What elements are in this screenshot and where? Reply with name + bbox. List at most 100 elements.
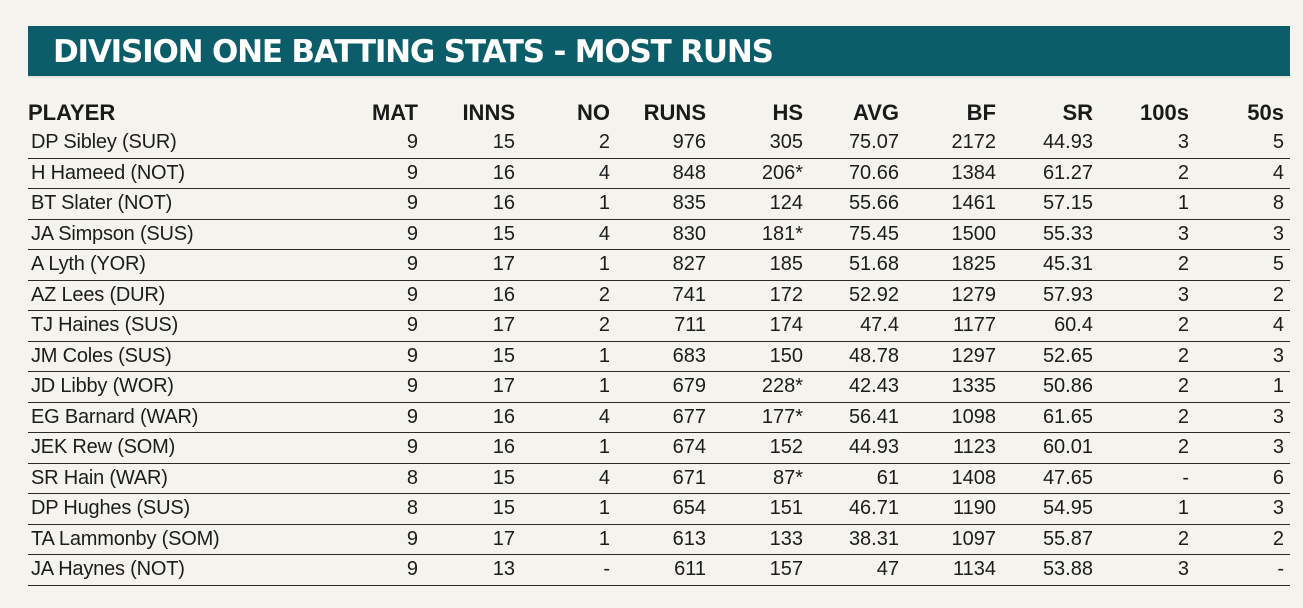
cell-runs: 976 [616,128,712,159]
cell-sr: 53.88 [1002,554,1099,586]
cell-bf: 2172 [905,128,1002,159]
cell-mat: 9 [330,524,424,555]
cell-fifties: 5 [1195,128,1290,159]
cell-sr: 50.86 [1002,371,1099,403]
cell-fifties: 3 [1195,219,1290,250]
cell-mat: 8 [330,493,424,525]
cell-no: 4 [521,158,616,189]
table-body: DP Sibley (SUR) 9 15 2 976 305 75.07 2172 44.93 3… [28,128,1290,586]
cell-runs: 654 [616,493,712,525]
cell-hundreds: 1 [1099,188,1195,220]
cell-player: JM Coles (SUS) [28,341,330,372]
cell-fifties: 1 [1195,371,1290,403]
cell-no: 2 [521,128,616,159]
cell-avg: 38.31 [809,524,905,555]
table-row: A Lyth (YOR) 9 17 1 827 185 51.68 1825 45.31 2 5 [28,249,1290,281]
cell-hs: 172 [712,280,809,311]
table-row: JEK Rew (SOM) 9 16 1 674 152 44.93 1123 60.01 2 3 [28,432,1290,464]
cell-player: H Hameed (NOT) [28,158,330,189]
cell-mat: 9 [330,432,424,464]
cell-inns: 15 [424,128,521,159]
column-header-sr: SR [1062,100,1093,125]
cell-no: 4 [521,219,616,250]
table-header: PLAYER MAT INNS NO RUNS HS AVG BF SR 100… [28,98,1290,128]
cell-mat: 9 [330,554,424,586]
cell-fifties: - [1195,554,1290,586]
cell-player: DP Hughes (SUS) [28,493,330,525]
cell-mat: 9 [330,249,424,281]
cell-sr: 61.65 [1002,402,1099,433]
cell-bf: 1123 [905,432,1002,464]
cell-bf: 1825 [905,249,1002,281]
cell-bf: 1134 [905,554,1002,586]
cell-bf: 1097 [905,524,1002,555]
cell-hundreds: 1 [1099,493,1195,525]
cell-bf: 1500 [905,219,1002,250]
cell-avg: 56.41 [809,402,905,433]
table-row: SR Hain (WAR) 8 15 4 671 87* 61 1408 47.65-6 [28,463,1290,494]
cell-mat: 9 [330,310,424,342]
cell-player: EG Barnard (WAR) [28,402,330,433]
cell-fifties: 3 [1195,493,1290,525]
table-row: DP Hughes (SUS) 8 15 1 654 151 46.71 1190 54.95 1… [28,493,1290,525]
cell-hundreds: 3 [1099,554,1195,586]
cell-hs: 150 [712,341,809,372]
cell-player: JA Haynes (NOT) [28,554,330,586]
column-header-runs: RUNS [643,100,706,125]
cell-hundreds: 2 [1099,249,1195,281]
cell-sr: 44.93 [1002,128,1099,159]
cell-runs: 679 [616,371,712,403]
cell-player: JA Simpson (SUS) [28,219,330,250]
table-row: JM Coles (SUS) 9 15 1 683 150 48.78 1297 52.65 2 3 [28,341,1290,372]
cell-bf: 1461 [905,188,1002,220]
cell-inns: 16 [424,432,521,464]
cell-fifties: 4 [1195,158,1290,189]
cell-sr: 55.87 [1002,524,1099,555]
table-row: JA Haynes (NOT) 9 13-611 157 47 1134 53.88 3- [28,554,1290,586]
cell-hs: 305 [712,128,809,159]
cell-sr: 60.01 [1002,432,1099,464]
cell-player: SR Hain (WAR) [28,463,330,494]
cell-inns: 17 [424,371,521,403]
cell-inns: 17 [424,524,521,555]
cell-avg: 61 [809,463,905,494]
column-header-bf: BF [966,100,996,125]
cell-runs: 827 [616,249,712,281]
cell-mat: 9 [330,158,424,189]
cell-avg: 46.71 [809,493,905,525]
cell-hundreds: 2 [1099,432,1195,464]
table-row: TA Lammonby (SOM) 9 17 1 613 133 38.31 1097 55.8… [28,524,1290,555]
column-header-inns: INNS [462,100,515,125]
batting-stats-table: PLAYER MAT INNS NO RUNS HS AVG BF SR 100… [28,98,1290,586]
cell-no: 2 [521,280,616,311]
cell-no: 4 [521,402,616,433]
cell-runs: 835 [616,188,712,220]
column-header-100s: 100s [1140,100,1189,125]
cell-inns: 15 [424,219,521,250]
cell-runs: 830 [616,219,712,250]
cell-runs: 711 [616,310,712,342]
column-header-mat: MAT [371,100,418,125]
cell-hundreds: 2 [1099,341,1195,372]
cell-mat: 9 [330,341,424,372]
cell-no: 1 [521,493,616,525]
cell-sr: 57.93 [1002,280,1099,311]
cell-sr: 57.15 [1002,188,1099,220]
cell-no: 1 [521,341,616,372]
table-row: TJ Haines (SUS) 9 17 2 711 174 47.4 1177 60.4 2 4 [28,310,1290,342]
cell-sr: 55.33 [1002,219,1099,250]
cell-hundreds: 2 [1099,310,1195,342]
cell-avg: 47 [809,554,905,586]
cell-hs: 181* [712,219,809,250]
column-header-no: NO [577,100,610,125]
cell-bf: 1098 [905,402,1002,433]
cell-bf: 1177 [905,310,1002,342]
cell-runs: 683 [616,341,712,372]
cell-hundreds: 2 [1099,371,1195,403]
cell-no: 1 [521,371,616,403]
cell-hs: 228* [712,371,809,403]
title-banner: DIVISION ONE BATTING STATS - MOST RUNS [28,26,1290,78]
cell-hs: 124 [712,188,809,220]
cell-avg: 44.93 [809,432,905,464]
cell-hundreds: 3 [1099,128,1195,159]
